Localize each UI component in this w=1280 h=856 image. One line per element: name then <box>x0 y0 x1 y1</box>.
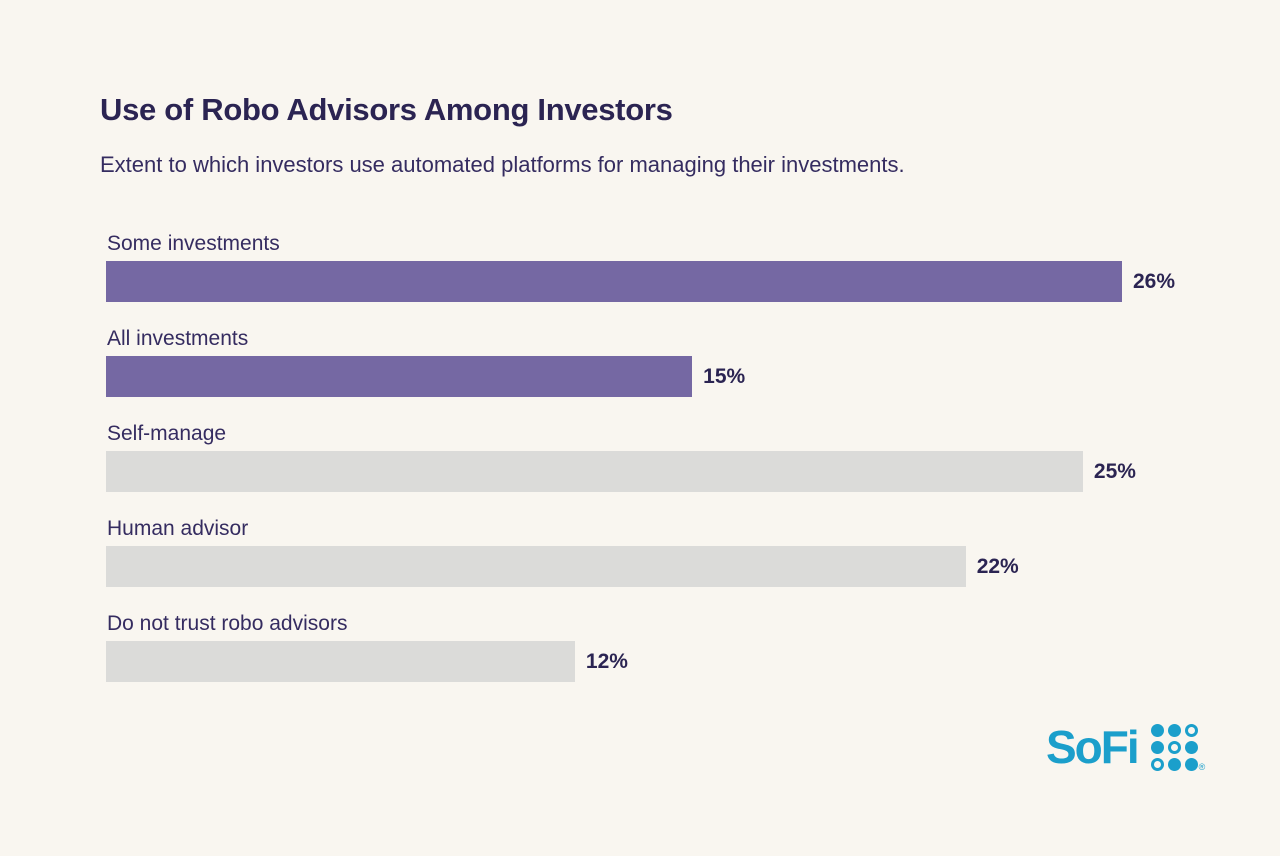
bar-label: Self-manage <box>107 422 227 445</box>
dot-filled <box>1167 757 1181 771</box>
chart-title: Use of Robo Advisors Among Investors <box>100 92 673 127</box>
bar-some-investments <box>106 261 1122 302</box>
bar-human-advisor <box>106 546 966 587</box>
dot-filled <box>1167 723 1181 737</box>
bar-all-investments <box>106 356 693 397</box>
sofi-logo: SoFi ® <box>1046 720 1205 774</box>
bar-self-manage <box>106 451 1083 492</box>
bar-label: Human advisor <box>107 517 249 540</box>
bar-value: 15% <box>703 364 746 388</box>
sofi-dot-grid-icon <box>1150 723 1198 771</box>
chart-subtitle: Extent to which investors use automated … <box>100 152 905 177</box>
bar-row: Do not trust robo advisors 12% <box>106 612 1226 682</box>
bar-row: Human advisor 22% <box>106 517 1226 587</box>
dot-ring <box>1184 723 1198 737</box>
bar-chart: Some investments 26% All investments 15%… <box>106 232 1226 707</box>
bar-value: 22% <box>976 554 1019 578</box>
dot-ring <box>1167 740 1181 754</box>
bar-do-not-trust <box>106 641 575 682</box>
bar-label: All investments <box>107 327 249 350</box>
bar-label: Some investments <box>107 232 280 255</box>
bar-value: 25% <box>1093 459 1136 483</box>
bar-value: 12% <box>585 649 628 673</box>
dot-filled <box>1150 723 1164 737</box>
bar-value: 26% <box>1133 269 1176 293</box>
dot-ring <box>1150 757 1164 771</box>
dot-filled <box>1150 740 1164 754</box>
bar-label: Do not trust robo advisors <box>107 612 348 635</box>
bar-row: Self-manage 25% <box>106 422 1226 492</box>
dot-filled <box>1184 757 1198 771</box>
bar-row: All investments 15% <box>106 327 1226 397</box>
sofi-logo-text: SoFi <box>1046 721 1140 773</box>
registered-trademark-icon: ® <box>1198 762 1206 772</box>
bar-row: Some investments 26% <box>106 232 1226 302</box>
dot-filled <box>1184 740 1198 754</box>
